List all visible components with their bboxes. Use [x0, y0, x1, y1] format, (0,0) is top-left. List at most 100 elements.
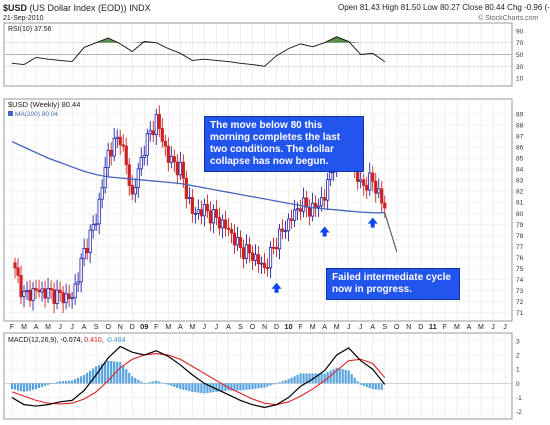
macd-hist-bar	[242, 383, 245, 391]
macd-hist-bar	[329, 370, 332, 384]
macd-hist-value: -0.484	[106, 337, 126, 344]
macd-title: MACD(12,26,9)	[8, 337, 57, 344]
candle-body	[311, 202, 315, 217]
macd-hist-bar	[308, 373, 311, 384]
candle-body	[286, 218, 291, 232]
candle-body	[190, 197, 194, 214]
macd-hist-bar	[179, 383, 182, 390]
macd-hist-bar	[272, 383, 275, 385]
candle-body	[193, 213, 197, 215]
macd-hist-bar	[55, 382, 59, 384]
x-tick-label: S	[238, 324, 243, 331]
candle-body	[148, 130, 152, 135]
candle-body	[268, 246, 273, 269]
x-tick-label: D	[418, 324, 423, 331]
macd-hist-bar	[371, 383, 374, 390]
candle-body	[359, 179, 363, 182]
candle-body	[142, 154, 146, 158]
x-tick-label: F	[154, 324, 158, 331]
candle-body	[73, 283, 77, 299]
candle-body	[112, 138, 116, 157]
up-arrow-icon	[319, 226, 330, 237]
candle-body	[91, 224, 95, 231]
macd-hist-bar	[52, 383, 56, 384]
macd-hist-bar	[299, 373, 302, 384]
candle-body	[28, 289, 32, 301]
macd-hist-bar	[185, 383, 188, 391]
macd-hist-bar	[359, 383, 362, 385]
macd-hist-bar	[125, 369, 128, 384]
macd-signal-line	[11, 353, 386, 406]
candle-body	[19, 274, 23, 298]
price-tick-label: 83	[516, 178, 524, 185]
candle-body	[244, 244, 249, 260]
macd-panel: 3 2 1 0 -1 -2 MACD(12,26,9), -0.074, 0.410, -…	[3, 332, 522, 420]
price-label: $USD (Weekly) 80.44	[8, 100, 80, 109]
candle-body	[241, 247, 246, 260]
projection-line	[384, 212, 398, 253]
candle-body	[55, 289, 59, 304]
macd-hist-bar	[227, 383, 230, 391]
macd-hist-bar	[287, 379, 290, 384]
macd-hist-bar	[320, 373, 323, 384]
macd-tick-label: 2	[516, 353, 520, 360]
x-tick-label: S	[382, 324, 387, 331]
price-tick-label: 78	[516, 233, 524, 240]
macd-hist-bar	[356, 381, 359, 384]
candle-body	[97, 198, 101, 225]
macd-hist-bar	[341, 369, 344, 384]
up-arrow-icon	[271, 282, 282, 293]
x-tick-label: M	[21, 324, 27, 331]
candle-body	[232, 232, 237, 246]
macd-hist-bar	[176, 383, 179, 388]
x-tick-label: N	[406, 324, 411, 331]
candle-body	[259, 262, 264, 265]
macd-hist-bar	[19, 383, 23, 392]
macd-hist-bar	[374, 383, 377, 390]
candle-body	[52, 289, 56, 304]
macd-hist-bar	[347, 370, 350, 384]
rsi-label: RSI(10) 37.56	[8, 26, 52, 33]
macd-hist-bar	[101, 363, 104, 384]
x-tick-label: J	[491, 324, 495, 331]
candle-body	[235, 237, 240, 246]
candle-body	[88, 229, 92, 254]
x-tick-label: 11	[429, 322, 437, 331]
macd-hist-bar	[49, 383, 53, 384]
macd-hist-bar	[161, 382, 164, 384]
candle-body	[151, 130, 155, 136]
macd-hist-bar	[167, 383, 170, 385]
macd-tick-label: -2	[516, 409, 522, 416]
macd-hist-bar	[62, 381, 65, 384]
x-tick-label: J	[215, 324, 219, 331]
macd-hist-bar	[89, 370, 92, 384]
ma200-line	[11, 140, 385, 214]
candle-body	[308, 206, 312, 217]
candle-body	[317, 205, 321, 208]
price-tick-label: 72	[516, 299, 524, 306]
x-tick-label: M	[334, 324, 340, 331]
chart-title: $USD (US Dollar Index (EOD)) INDX	[3, 3, 151, 13]
x-tick-label: D	[130, 324, 135, 331]
macd-hist-bar	[140, 381, 143, 384]
candle-body	[295, 208, 300, 211]
candle-body	[377, 188, 381, 194]
macd-hist-bar	[290, 377, 293, 384]
x-tick-label: J	[347, 324, 351, 331]
candle-body	[70, 297, 74, 300]
candle-body	[115, 136, 119, 139]
x-tick-label: A	[178, 324, 183, 331]
x-tick-label: A	[34, 324, 39, 331]
x-tick-label: N	[118, 324, 123, 331]
price-tick-label: 71	[516, 310, 524, 317]
price-tick-label: 84	[516, 167, 524, 174]
candle-body	[40, 288, 44, 293]
x-tick-label: J	[359, 324, 363, 331]
candle-body	[253, 254, 258, 261]
candle-body	[214, 209, 219, 218]
macd-hist-bar	[269, 383, 272, 386]
price-tick-label: 80	[516, 211, 524, 218]
x-axis: F M A M J J A S O N D 09 F M A M J J A S O N D 10 F M A M J J A S O N D 11 F…	[10, 322, 507, 331]
candle-body	[109, 149, 113, 157]
